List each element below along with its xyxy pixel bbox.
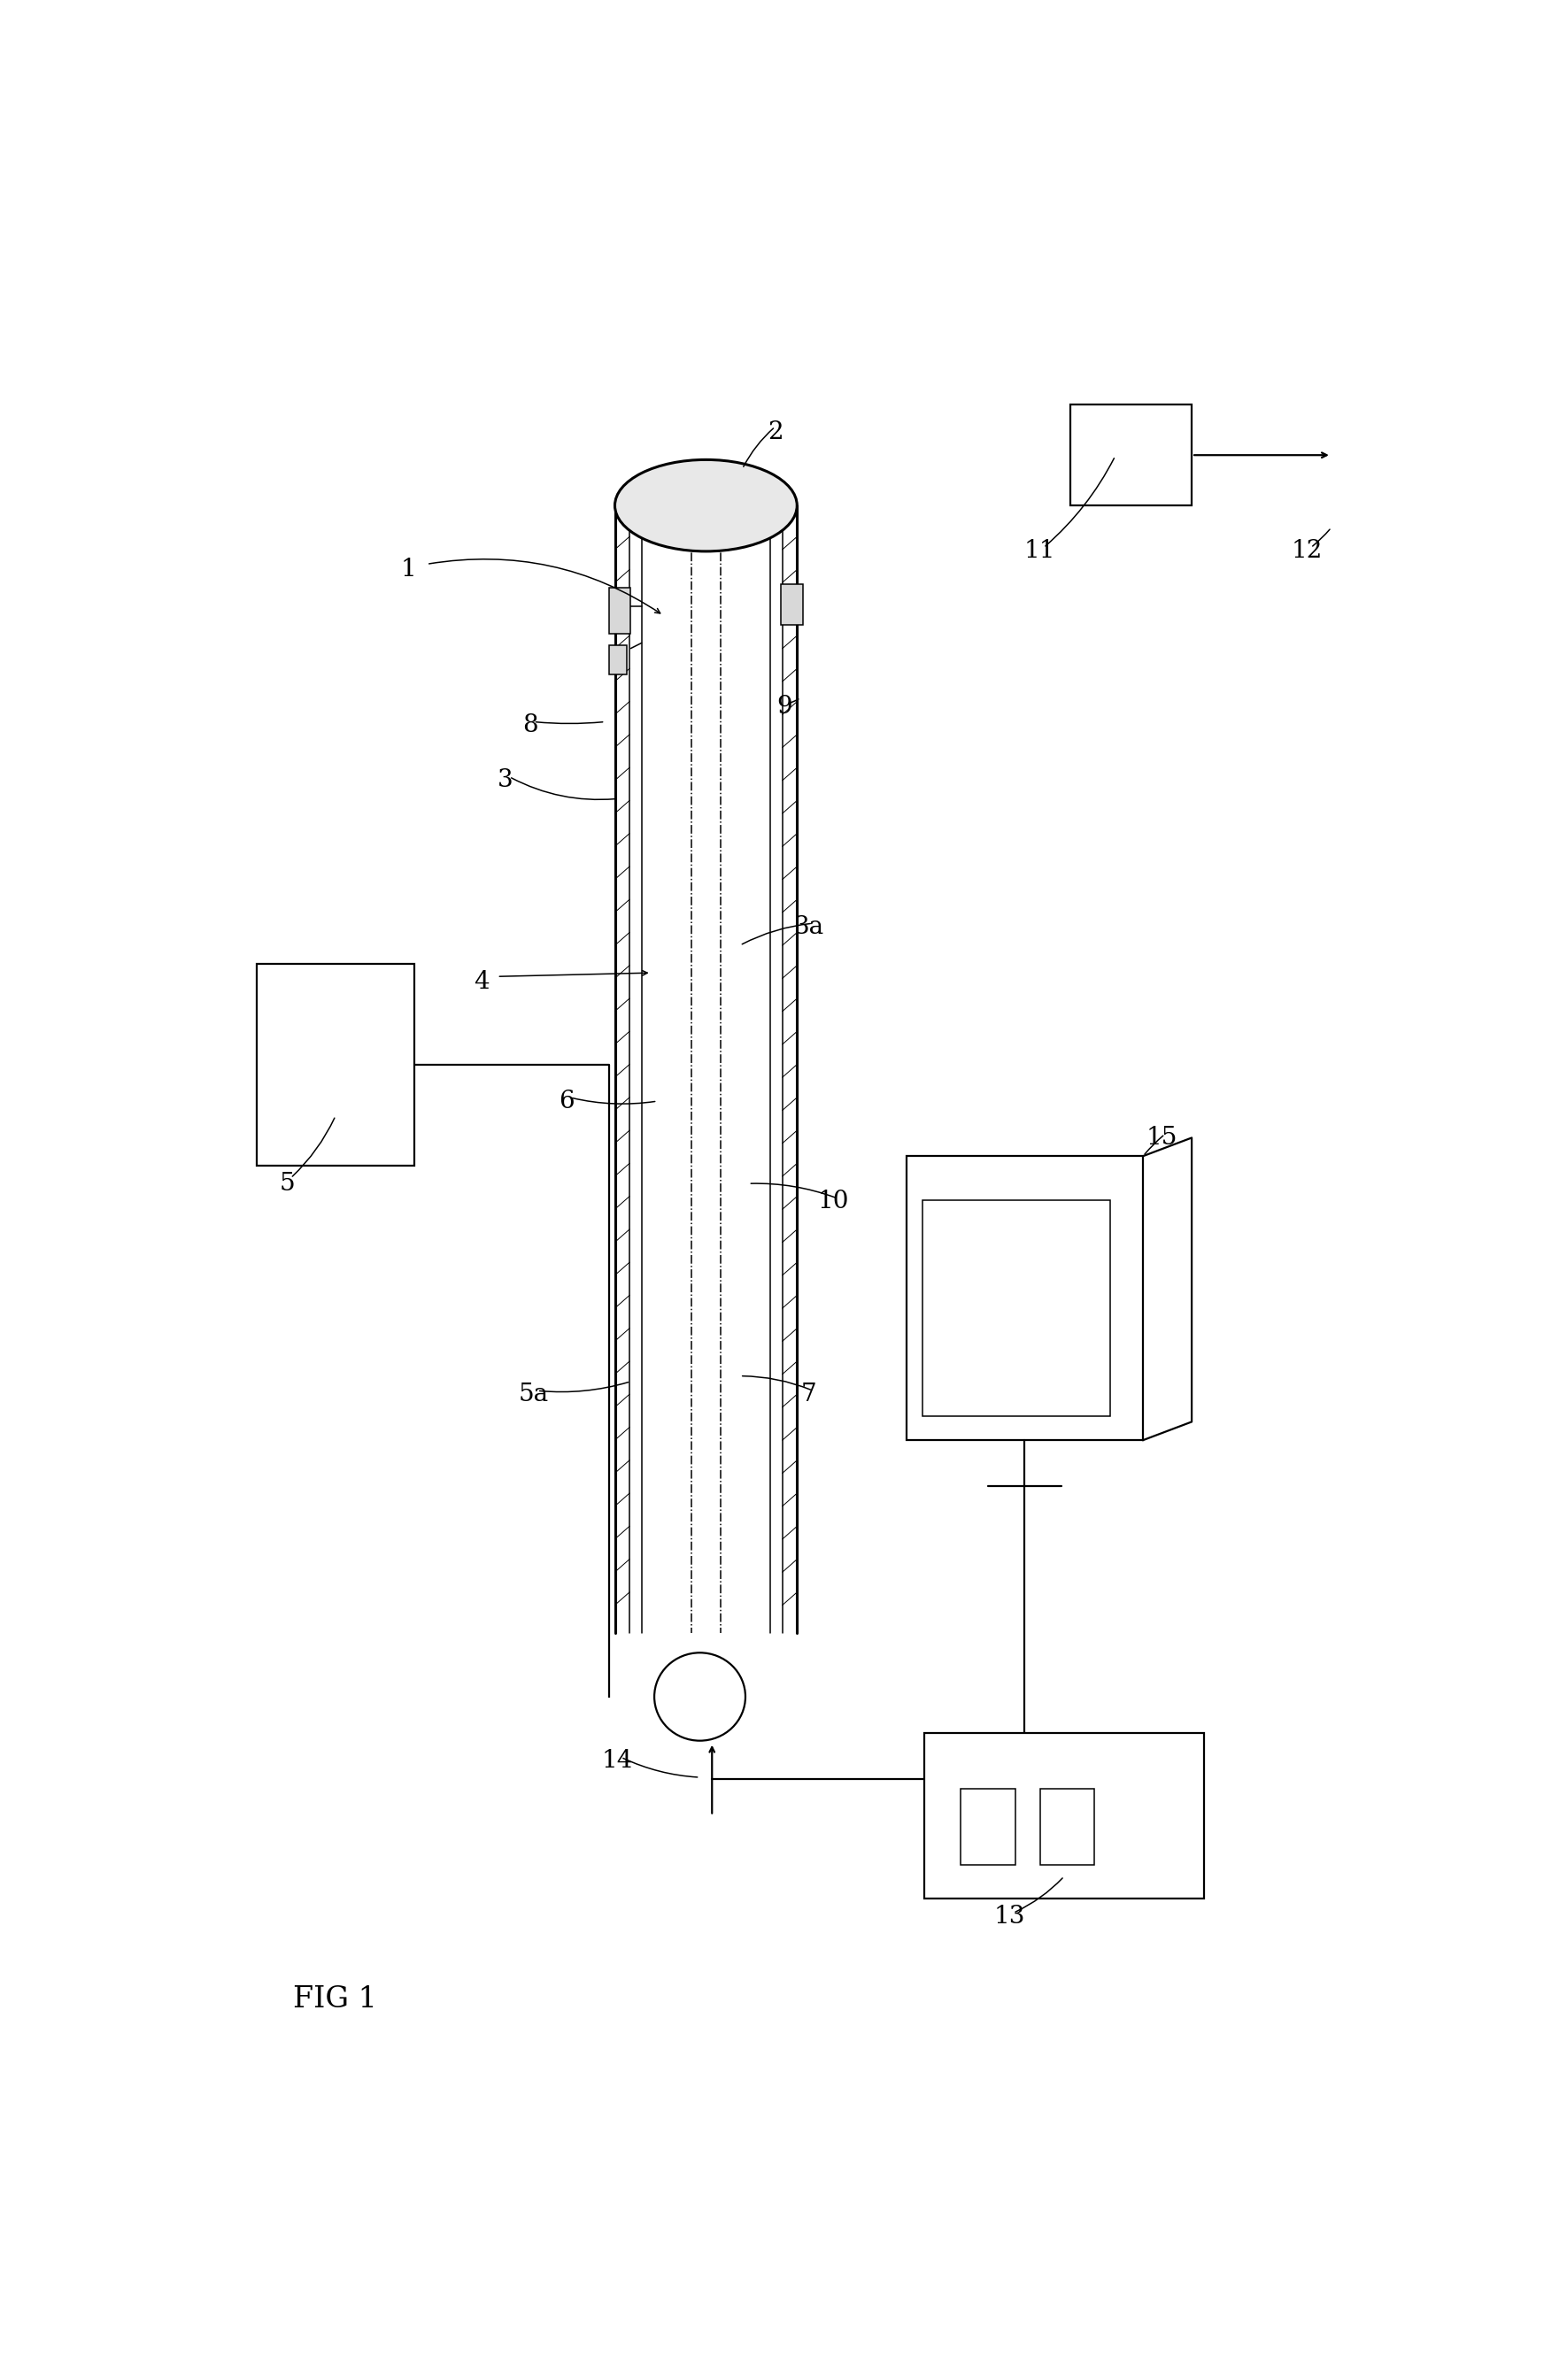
Bar <box>906 1157 1144 1440</box>
Text: 9: 9 <box>777 695 793 719</box>
Text: 3a: 3a <box>794 914 824 940</box>
Text: 1: 1 <box>401 557 417 581</box>
Text: 4: 4 <box>473 971 489 995</box>
Text: 12: 12 <box>1291 540 1323 564</box>
Bar <box>257 964 414 1166</box>
Text: 5: 5 <box>279 1171 295 1195</box>
Text: FIG 1: FIG 1 <box>293 1985 378 2013</box>
Bar <box>1040 1787 1094 1866</box>
Bar <box>608 588 630 633</box>
Bar <box>608 645 627 674</box>
Text: 15: 15 <box>1145 1126 1177 1150</box>
Text: 3: 3 <box>498 769 514 793</box>
Ellipse shape <box>655 1652 746 1740</box>
Text: 6: 6 <box>558 1090 574 1114</box>
Text: 10: 10 <box>818 1190 849 1214</box>
Ellipse shape <box>614 459 798 552</box>
Text: 8: 8 <box>522 714 537 738</box>
Bar <box>925 1733 1203 1899</box>
Bar <box>921 1200 1111 1416</box>
Text: 2: 2 <box>768 421 784 445</box>
Text: 7: 7 <box>801 1383 816 1407</box>
Text: 14: 14 <box>602 1749 633 1773</box>
Text: 5a: 5a <box>519 1383 548 1407</box>
Bar <box>961 1787 1015 1866</box>
Bar <box>782 585 804 624</box>
Bar <box>1070 405 1191 505</box>
Text: 13: 13 <box>993 1904 1025 1928</box>
Text: 11: 11 <box>1025 540 1056 564</box>
